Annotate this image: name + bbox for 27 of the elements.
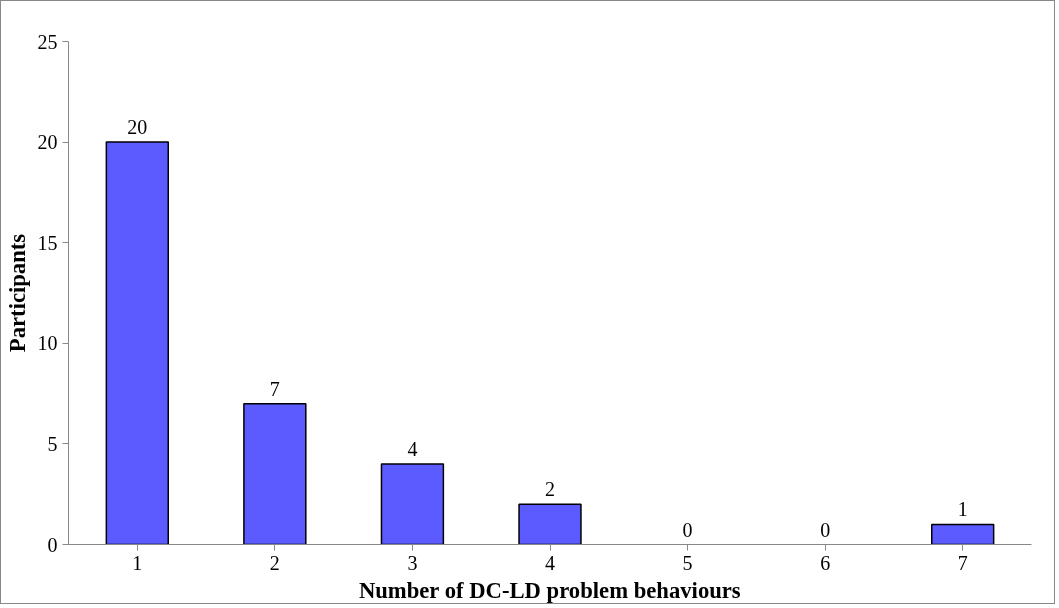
y-tick-label: 25 (37, 30, 58, 53)
x-tick-label: 7 (957, 551, 968, 574)
x-tick-label: 5 (682, 551, 693, 574)
bar (243, 402, 307, 545)
data-label: 7 (269, 377, 280, 400)
y-tick-label: 5 (47, 432, 58, 455)
y-tick-label: 15 (37, 231, 58, 254)
x-tick-label: 1 (132, 551, 143, 574)
bar (380, 463, 445, 545)
bar (931, 523, 995, 545)
x-tick-label: 3 (407, 551, 418, 574)
x-tick-label: 4 (545, 551, 555, 574)
y-tick-label: 10 (37, 332, 58, 355)
x-tick-label: 6 (820, 551, 831, 574)
bar (105, 141, 169, 545)
bar (518, 503, 582, 545)
data-label: 20 (127, 116, 148, 139)
x-tick-label: 2 (269, 551, 280, 574)
data-label: 0 (820, 518, 831, 541)
x-axis-title: Number of DC-LD problem behaviours (358, 577, 741, 603)
y-tick-label: 0 (47, 533, 58, 556)
data-label: 1 (957, 498, 968, 521)
y-axis-title: Participants (4, 233, 30, 353)
y-tick-label: 20 (37, 131, 58, 154)
data-label: 2 (545, 478, 555, 501)
data-label: 4 (407, 438, 418, 461)
data-label: 0 (682, 518, 693, 541)
